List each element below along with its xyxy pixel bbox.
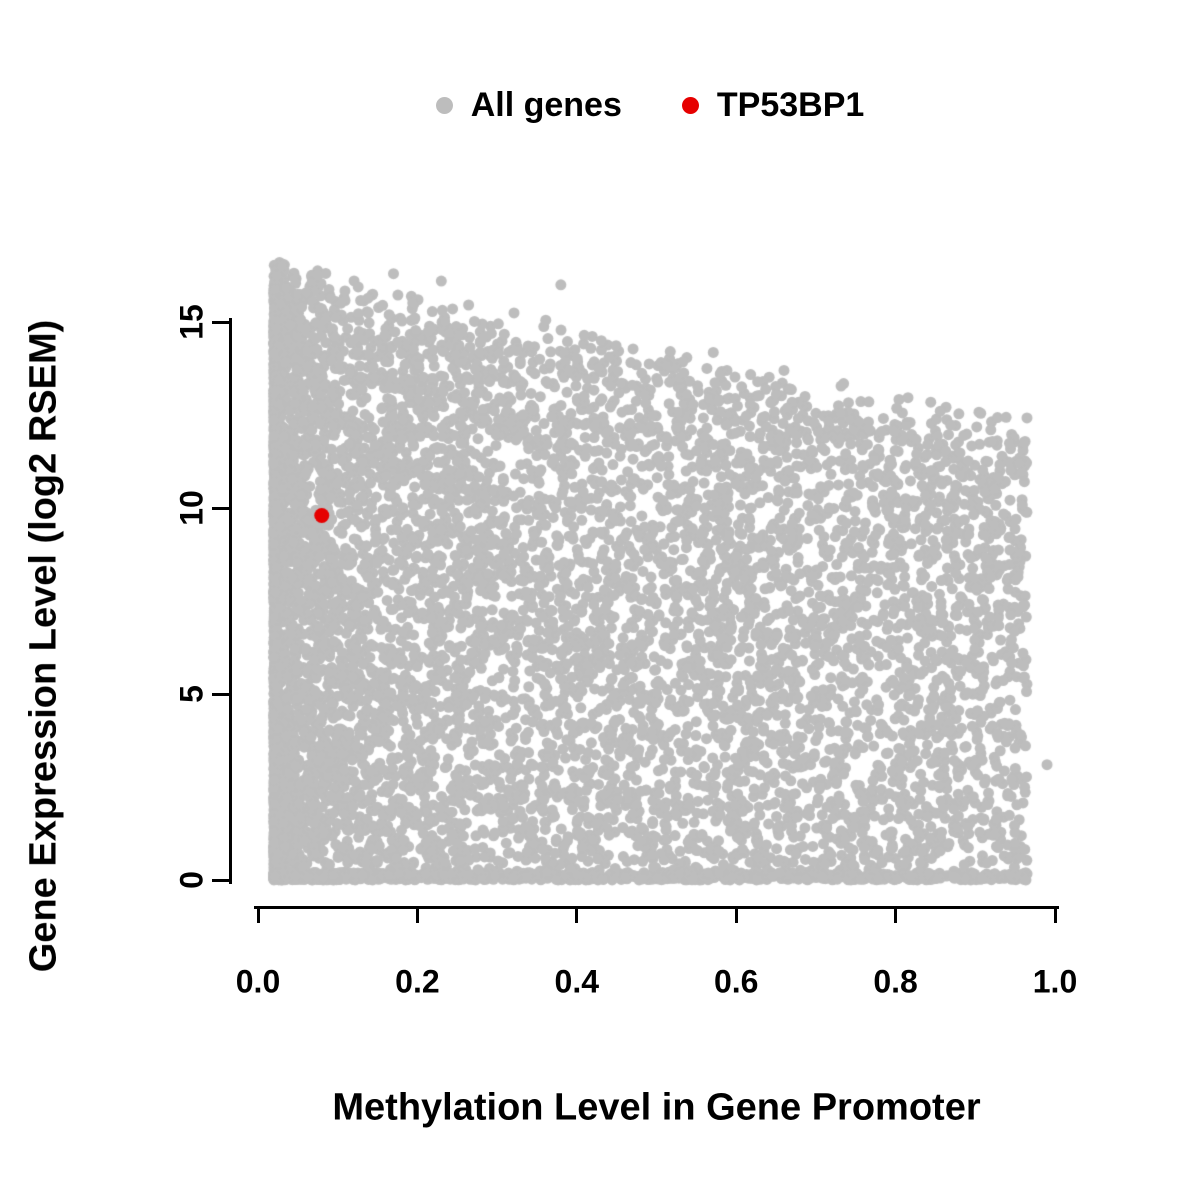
tp53bp1-dot-icon bbox=[681, 97, 699, 114]
x-tick-mark bbox=[415, 906, 419, 923]
x-tick-mark bbox=[256, 906, 260, 923]
x-tick-label: 0.2 bbox=[395, 963, 440, 1000]
y-tick-mark bbox=[212, 692, 229, 696]
legend-label-tp53bp1: TP53BP1 bbox=[716, 86, 865, 124]
x-tick-mark bbox=[575, 906, 579, 923]
y-tick-label: 10 bbox=[173, 490, 210, 526]
y-tick-label: 5 bbox=[173, 685, 210, 703]
y-tick-mark bbox=[212, 506, 229, 510]
y-tick-label: 15 bbox=[173, 304, 210, 340]
x-tick-label: 0.6 bbox=[713, 963, 759, 1000]
y-tick-label: 0 bbox=[173, 871, 210, 889]
x-tick-label: 0.4 bbox=[554, 963, 600, 1000]
y-tick-mark bbox=[212, 320, 229, 324]
x-tick-mark bbox=[894, 906, 898, 923]
x-tick-label: 1.0 bbox=[1032, 963, 1078, 1000]
x-axis-title: Methylation Level in Gene Promoter bbox=[332, 1086, 981, 1129]
x-tick-label: 0.0 bbox=[235, 963, 281, 1000]
y-axis-title: Gene Expression Level (log2 RSEM) bbox=[22, 319, 65, 973]
all-genes-dot-icon bbox=[435, 97, 453, 114]
x-axis-line bbox=[254, 906, 1059, 909]
legend-item-tp53bp1: TP53BP1 bbox=[681, 86, 865, 125]
legend: All genes TP53BP1 bbox=[160, 86, 1140, 125]
legend-item-all-genes: All genes bbox=[435, 86, 622, 125]
x-tick-mark bbox=[1053, 906, 1057, 923]
y-axis-line bbox=[229, 318, 232, 884]
x-tick-label: 0.8 bbox=[873, 963, 918, 1000]
y-tick-mark bbox=[212, 878, 229, 882]
legend-label-all-genes: All genes bbox=[470, 86, 622, 124]
x-tick-mark bbox=[734, 906, 738, 923]
